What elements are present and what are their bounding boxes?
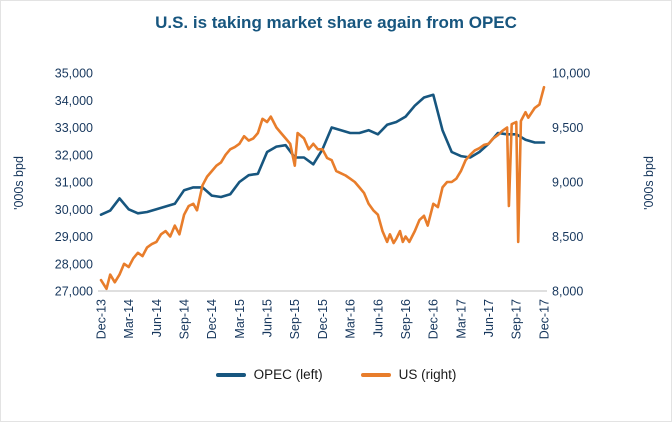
us-line-swatch bbox=[360, 372, 391, 377]
opec-line-swatch bbox=[215, 372, 246, 377]
chart-legend: OPEC (left) US (right) bbox=[1, 367, 671, 382]
legend-item-opec: OPEC (left) bbox=[215, 367, 323, 382]
left-axis-tick: 28,000 bbox=[55, 257, 93, 271]
x-axis-tick: Dec-17 bbox=[537, 299, 551, 339]
right-axis-tick: 9,000 bbox=[552, 176, 583, 190]
x-axis-tick: Mar-14 bbox=[122, 299, 136, 339]
legend-item-us: US (right) bbox=[360, 367, 457, 382]
x-axis-tick: Jun-14 bbox=[150, 299, 164, 337]
legend-label-us: US (right) bbox=[398, 367, 457, 382]
x-axis-tick: Mar-17 bbox=[454, 299, 468, 339]
left-axis-tick: 34,000 bbox=[55, 94, 93, 108]
x-axis-tick: Sep-17 bbox=[510, 299, 524, 339]
x-axis-tick: Dec-16 bbox=[427, 299, 441, 339]
left-axis-tick: 30,000 bbox=[55, 203, 93, 217]
x-axis-tick: Dec-14 bbox=[205, 299, 219, 339]
right-axis-tick: 10,000 bbox=[552, 67, 590, 81]
x-axis-tick: Jun-17 bbox=[482, 299, 496, 337]
left-axis-tick: 32,000 bbox=[55, 148, 93, 162]
x-axis-tick: Sep-15 bbox=[288, 299, 302, 339]
left-axis-tick: 35,000 bbox=[55, 67, 93, 81]
x-axis-tick: Dec-13 bbox=[94, 299, 108, 339]
right-axis-tick: 9,500 bbox=[552, 121, 583, 135]
chart-title: U.S. is taking market share again from O… bbox=[155, 13, 517, 32]
right-axis-tick: 8,000 bbox=[552, 285, 583, 299]
right-axis-tick: 8,500 bbox=[552, 230, 583, 244]
x-axis-tick: Jun-16 bbox=[371, 299, 385, 337]
x-axis-tick: Mar-15 bbox=[233, 299, 247, 339]
opec-line bbox=[99, 93, 546, 216]
x-axis-tick: Jun-15 bbox=[261, 299, 275, 337]
us-line bbox=[99, 85, 546, 291]
left-axis-tick: 33,000 bbox=[55, 121, 93, 135]
x-axis-tick: Dec-15 bbox=[316, 299, 330, 339]
left-axis-tick: 27,000 bbox=[55, 285, 93, 299]
legend-label-opec: OPEC (left) bbox=[253, 367, 323, 382]
left-axis-tick: 29,000 bbox=[55, 230, 93, 244]
left-axis-tick: 31,000 bbox=[55, 176, 93, 190]
x-axis-tick: Sep-14 bbox=[177, 299, 191, 339]
x-axis-tick: Mar-16 bbox=[344, 299, 358, 339]
x-axis-tick: Sep-16 bbox=[399, 299, 413, 339]
